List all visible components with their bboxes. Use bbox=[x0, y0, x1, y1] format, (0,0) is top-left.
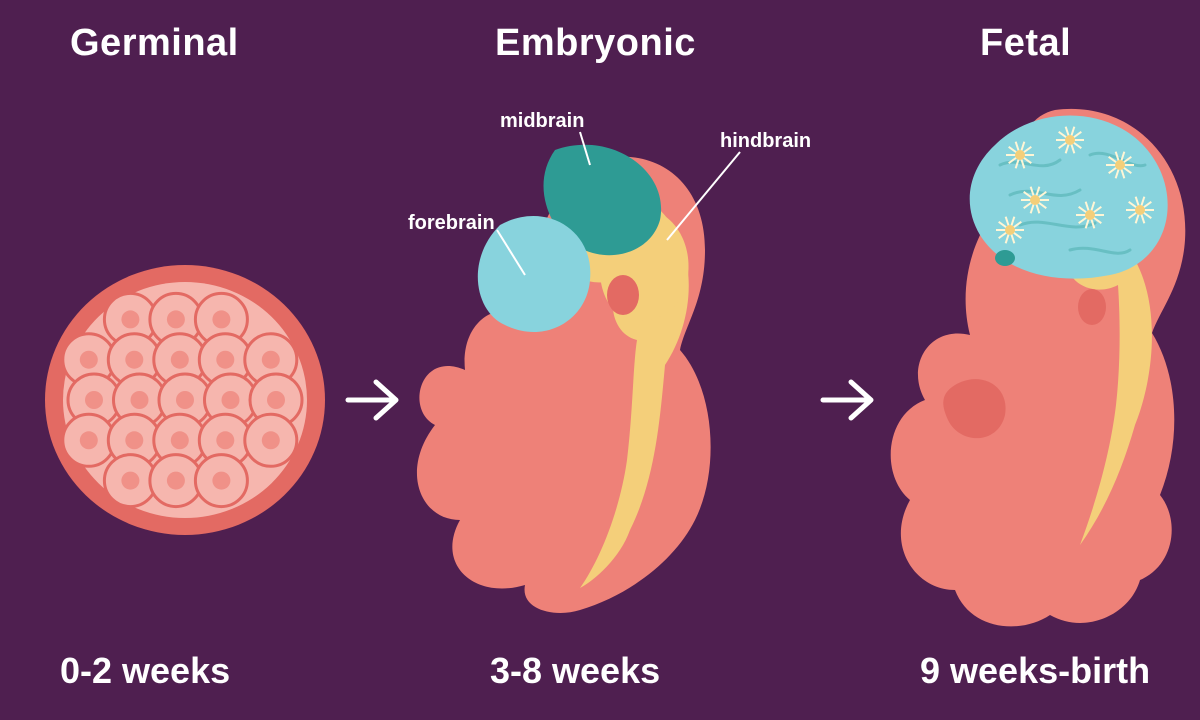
stage-title-embryonic: Embryonic bbox=[495, 22, 696, 65]
germinal-illustration bbox=[35, 250, 335, 550]
stage-title-germinal: Germinal bbox=[70, 22, 239, 65]
stage-sub-embryonic: 3-8 weeks bbox=[490, 650, 660, 692]
embryonic-illustration bbox=[405, 90, 825, 650]
arrow-icon bbox=[340, 370, 410, 430]
stage-sub-germinal: 0-2 weeks bbox=[60, 650, 230, 692]
stage-title-fetal: Fetal bbox=[980, 22, 1071, 65]
fetal-illustration bbox=[860, 75, 1200, 655]
stage-sub-fetal: 9 weeks-birth bbox=[920, 650, 1150, 692]
prenatal-stages-diagram: Germinal Embryonic Fetal 0-2 weeks 3-8 w… bbox=[0, 0, 1200, 720]
